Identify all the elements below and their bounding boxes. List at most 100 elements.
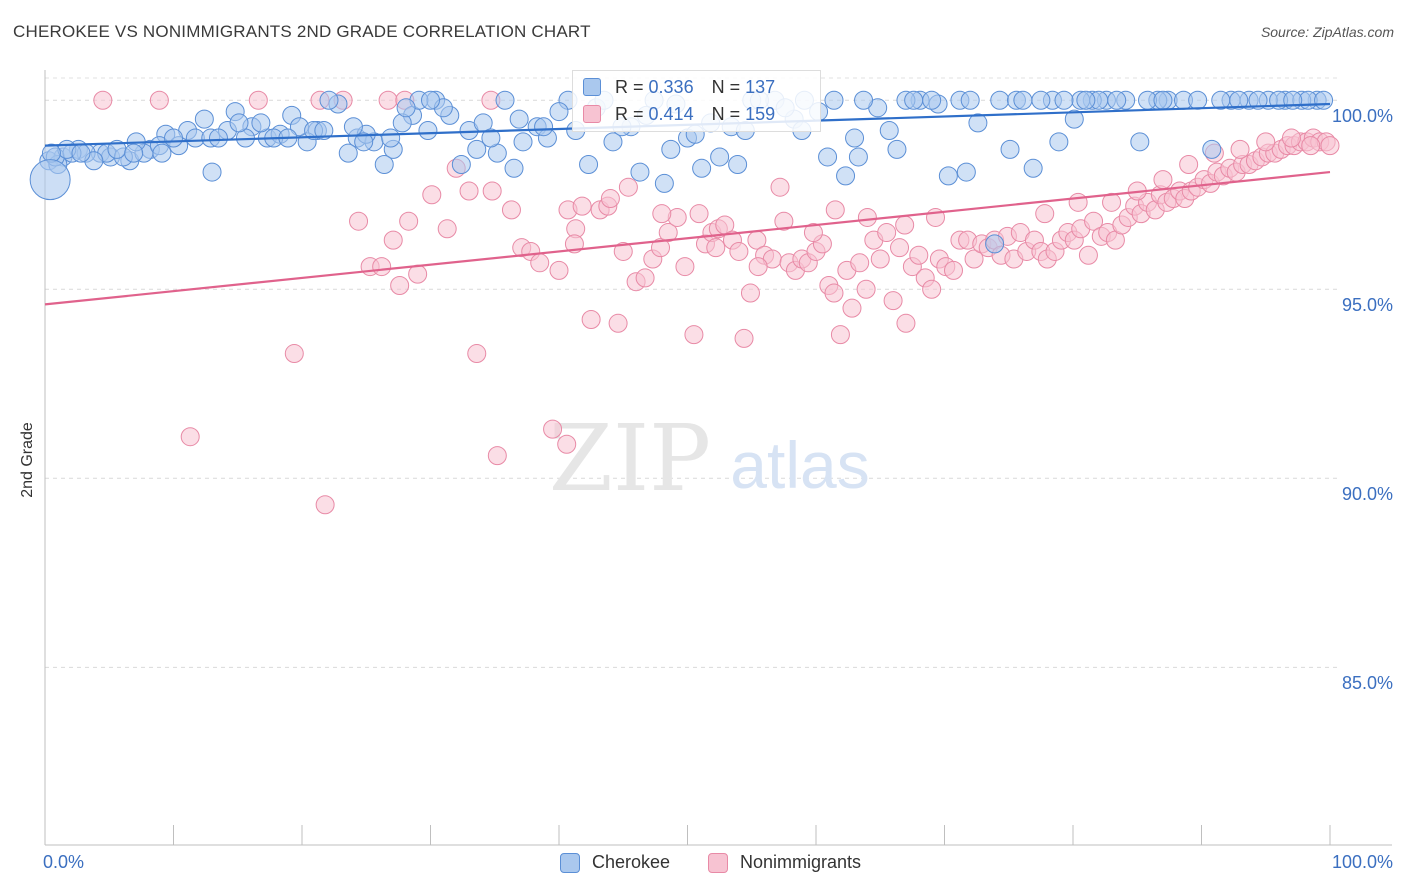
cherokee-point — [513, 132, 533, 152]
nonimmigrants-point — [581, 310, 601, 330]
cherokee-point — [1188, 90, 1208, 110]
cherokee-point — [418, 120, 438, 140]
nonimmigrants-point — [830, 325, 850, 345]
x-tick-label-end: 100.0% — [1331, 852, 1393, 872]
nonimmigrants-point — [896, 313, 916, 333]
legend-row-cherokee: R = 0.336 N = 137 — [583, 75, 775, 99]
cherokee-point — [396, 98, 416, 118]
nonimmigrants-point — [909, 245, 929, 265]
cherokee-point — [854, 90, 874, 110]
cherokee-point — [421, 90, 440, 110]
nonimmigrants-point — [557, 434, 577, 454]
bottom-legend-label: Nonimmigrants — [740, 852, 862, 872]
y-tick-label: 100.0% — [1331, 106, 1393, 127]
nonimmigrants-point — [1102, 192, 1122, 212]
bottom-legend-swatch-blue — [560, 852, 580, 873]
nonimmigrants-point — [770, 177, 790, 197]
nonimmigrants-point — [180, 427, 200, 447]
nonimmigrants-point — [675, 257, 695, 277]
nonimmigrants-point — [658, 223, 678, 243]
nonimmigrants-point — [1035, 204, 1055, 224]
cherokee-point — [1000, 139, 1020, 159]
nonimmigrants-point — [530, 253, 550, 273]
cherokee-point — [956, 162, 976, 182]
legend-r-value: 0.414 — [648, 103, 694, 124]
bottom-legend-nonimmigrants: Nonimmigrants — [708, 852, 861, 873]
legend-n-value: 159 — [745, 103, 776, 124]
cherokee-point — [1107, 90, 1127, 110]
cherokee-point — [728, 155, 748, 175]
nonimmigrants-points — [93, 90, 1340, 515]
nonimmigrants-point — [378, 90, 398, 110]
nonimmigrants-point — [1084, 211, 1104, 231]
nonimmigrants-point — [856, 279, 876, 299]
cherokee-point — [202, 162, 222, 182]
cherokee-point — [374, 155, 394, 175]
cherokee-point-large — [29, 159, 71, 201]
cherokee-point — [152, 143, 172, 163]
cherokee-point — [1229, 90, 1249, 110]
cherokee-point — [818, 147, 838, 167]
cherokee-point — [1153, 90, 1173, 110]
cherokee-point — [938, 166, 958, 186]
nonimmigrants-point — [372, 257, 392, 277]
cherokee-point — [509, 109, 529, 129]
legend-n-value: 137 — [745, 76, 776, 97]
nonimmigrants-point — [459, 181, 479, 201]
nonimmigrants-point — [689, 204, 709, 224]
nonimmigrants-point — [349, 211, 369, 231]
legend-row-nonimmigrants: R = 0.414 N = 159 — [583, 102, 775, 126]
cherokee-point — [1076, 90, 1096, 110]
nonimmigrants-point — [825, 200, 845, 220]
nonimmigrants-point — [943, 260, 963, 280]
cherokee-point — [1031, 90, 1051, 110]
cherokee-point — [504, 158, 524, 178]
cherokee-point — [354, 132, 374, 152]
nonimmigrants-point — [850, 253, 870, 273]
nonimmigrants-point — [1179, 155, 1199, 175]
cherokee-point — [836, 166, 856, 186]
nonimmigrants-point — [1068, 192, 1088, 212]
nonimmigrants-point — [618, 177, 638, 197]
source-credit: Source: ZipAtlas.com — [1260, 24, 1394, 40]
cherokee-point — [848, 147, 868, 167]
nonimmigrants-point — [803, 223, 823, 243]
watermark-atlas: atlas — [730, 428, 869, 502]
cherokee-point — [692, 158, 712, 178]
nonimmigrants-point — [408, 264, 428, 284]
cherokee-point — [661, 139, 681, 159]
nonimmigrants-point — [842, 298, 862, 318]
cherokee-point — [603, 132, 623, 152]
cherokee-point — [990, 90, 1010, 110]
nonimmigrants-point — [1320, 136, 1340, 156]
nonimmigrants-point — [684, 325, 704, 345]
nonimmigrants-point — [895, 215, 915, 235]
cherokee-point — [579, 155, 599, 175]
nonimmigrants-point — [922, 279, 942, 299]
nonimmigrants-point — [501, 200, 521, 220]
cherokee-point — [887, 139, 907, 159]
y-tick-label: 95.0% — [1341, 295, 1393, 316]
nonimmigrants-point — [748, 257, 768, 277]
cherokee-point — [710, 147, 730, 167]
legend-r-label: R = — [615, 103, 644, 124]
nonimmigrants-trend-line — [44, 170, 1331, 306]
cherokee-point — [904, 90, 924, 110]
legend-n-label: N = — [711, 76, 741, 97]
cherokee-point — [194, 109, 214, 129]
nonimmigrants-point — [729, 241, 749, 261]
cherokee-point — [71, 143, 91, 163]
nonimmigrants-point — [315, 495, 335, 515]
cherokee-point — [467, 139, 487, 159]
cherokee-point — [654, 173, 674, 193]
watermark-zip: ZIP — [549, 405, 711, 512]
cherokee-point — [229, 113, 249, 133]
nonimmigrants-point — [600, 189, 620, 209]
cherokee-point — [549, 102, 569, 122]
nonimmigrants-point — [422, 185, 442, 205]
legend-swatch-pink — [583, 105, 601, 123]
nonimmigrants-point — [706, 238, 726, 258]
cherokee-point — [968, 113, 988, 133]
cherokee-point — [824, 90, 844, 110]
